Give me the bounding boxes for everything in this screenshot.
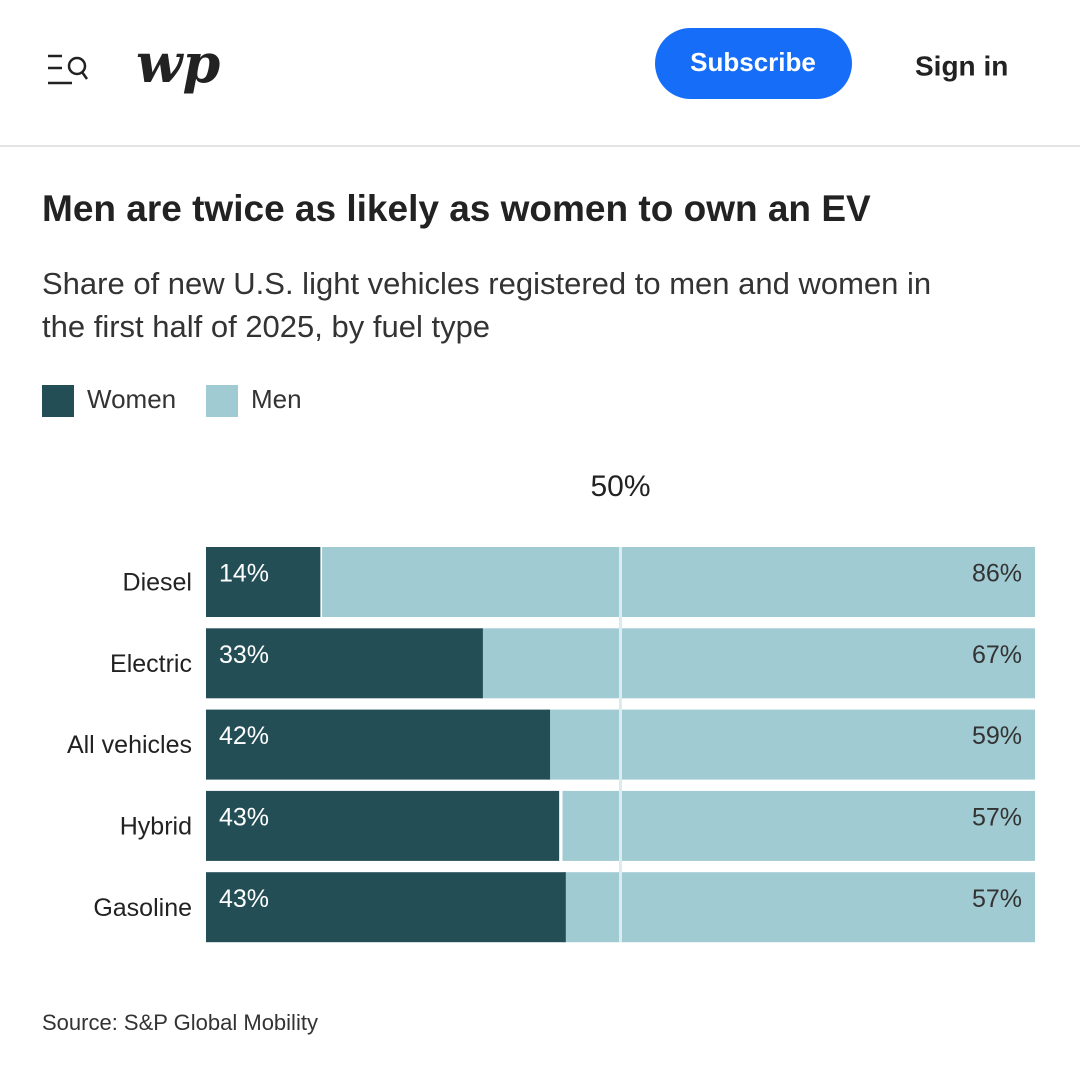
data-label: 42% (219, 722, 269, 750)
legend-label: Men (251, 384, 302, 414)
data-label: 59% (972, 722, 1022, 750)
category-label: Gasoline (93, 894, 192, 922)
chart-subtitle: Share of new U.S. light vehicles registe… (42, 266, 931, 301)
legend-label: Women (87, 384, 176, 414)
category-label: Electric (110, 650, 192, 678)
bar-men (562, 872, 1035, 943)
bar-women (206, 872, 566, 943)
bar-women (206, 628, 483, 699)
data-label: 86% (972, 560, 1022, 588)
data-label: 14% (219, 560, 269, 588)
subscribe-button[interactable] (655, 28, 852, 99)
logo[interactable]: wp (136, 31, 220, 95)
bar-women (206, 547, 321, 617)
category-label: Diesel (123, 569, 192, 597)
bar-men (322, 547, 1035, 617)
source: Source: S&P Global Mobility (42, 1010, 318, 1035)
data-label: 33% (219, 641, 269, 669)
data-label: 57% (972, 804, 1022, 832)
category-label: Hybrid (120, 813, 192, 841)
bar-women (206, 790, 560, 861)
data-label: 67% (972, 641, 1022, 669)
legend-swatch (206, 385, 238, 417)
reference-label: 50% (590, 470, 650, 503)
bar-women (206, 709, 551, 780)
data-label: 57% (972, 885, 1022, 913)
legend-swatch (42, 385, 74, 417)
bar-men (562, 790, 1035, 861)
data-label: 43% (219, 804, 269, 832)
chart-title: Men are twice as likely as women to own … (42, 188, 871, 229)
sign-in[interactable]: Sign in (915, 50, 1008, 81)
top-bar (0, 0, 1080, 146)
bar-men (479, 628, 1035, 699)
bar-men (545, 709, 1035, 780)
data-label: 43% (219, 885, 269, 913)
chart-subtitle: the first half of 2025, by fuel type (42, 309, 490, 344)
subscribe-label[interactable]: Subscribe (690, 47, 816, 77)
menu-icon[interactable] (48, 54, 89, 85)
category-label: All vehicles (67, 731, 192, 759)
